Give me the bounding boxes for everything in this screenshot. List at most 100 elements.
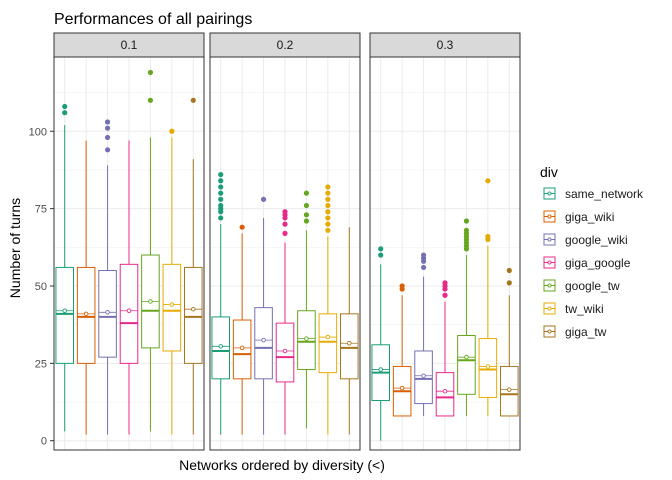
legend-item-giga_tw: giga_tw: [541, 323, 607, 340]
facet-panel: [369, 56, 521, 451]
outlier-point: [325, 202, 331, 209]
outlier-point: [303, 212, 310, 218]
outlier-point: [104, 125, 111, 131]
panel-border: [369, 56, 521, 451]
outlier-point: [147, 69, 154, 76]
facet-strip-label: 0.2: [277, 38, 294, 52]
outlier-point: [399, 283, 405, 289]
box-body: [184, 266, 203, 364]
outlier-point: [303, 202, 310, 209]
outlier-point: [239, 224, 245, 230]
legend-label: giga_wiki: [565, 210, 614, 224]
box-mean-point: [282, 348, 288, 354]
outlier-point: [442, 292, 448, 298]
box-mean-point: [261, 337, 266, 343]
box-tw_wiki: [318, 184, 338, 435]
outlier-point: [104, 134, 111, 141]
box-same_network: [211, 171, 231, 435]
legend-label: giga_google: [565, 256, 631, 270]
facet-strip-label: 0.1: [121, 38, 138, 52]
box-body: [340, 313, 359, 380]
outlier-point: [420, 252, 427, 258]
outlier-point: [218, 215, 224, 221]
box-giga_google: [119, 140, 139, 435]
x-axis-label: Networks ordered by diversity (<): [179, 457, 385, 473]
box-body: [55, 266, 74, 364]
y-tick-label: 100: [29, 126, 47, 138]
legend-item-giga_wiki: giga_wiki: [541, 208, 614, 225]
box-google_wiki: [98, 119, 117, 435]
box-mean-point: [507, 387, 512, 392]
box-google_wiki: [254, 196, 273, 435]
facet-strip-label: 0.3: [437, 38, 454, 52]
legend: div same_network giga_wiki google_wikigiga…: [540, 164, 644, 340]
box-google_wiki: [414, 252, 433, 416]
legend-label: giga_tw: [565, 325, 607, 339]
box-mean-point: [191, 306, 196, 312]
box-mean-point: [442, 388, 448, 394]
box-giga_tw: [500, 267, 519, 417]
outlier-point: [62, 103, 68, 110]
outlier-point: [485, 178, 491, 184]
box-body: [435, 372, 455, 417]
outlier-point: [325, 215, 331, 221]
box-mean-point: [485, 364, 491, 369]
box-mean-point: [325, 334, 331, 340]
legend-key-mean: [547, 306, 552, 311]
box-mean-point: [148, 299, 153, 304]
chart-title: Performances of all pairings: [54, 11, 252, 28]
box-giga_google: [435, 280, 455, 417]
outlier-point: [325, 227, 331, 233]
box-google_tw: [141, 69, 160, 432]
facet-panel: [53, 56, 205, 451]
y-tick-label: 0: [41, 436, 47, 448]
legend-label: google_wiki: [565, 233, 628, 247]
outlier-point: [147, 97, 154, 103]
legend-item-google_tw: google_tw: [541, 277, 620, 294]
outlier-point: [62, 110, 68, 116]
box-mean-point: [62, 308, 67, 313]
y-tick-label: 25: [35, 358, 47, 370]
outlier-point: [463, 227, 470, 233]
y-tick-label: 50: [35, 281, 47, 293]
box-tw_wiki: [162, 128, 182, 435]
legend-label: google_tw: [565, 279, 620, 293]
outlier-point: [506, 280, 512, 286]
legend-key-mean: [547, 283, 552, 288]
legend-item-google_wiki: google_wiki: [541, 231, 628, 248]
outlier-point: [303, 190, 310, 196]
box-giga_wiki: [392, 283, 412, 417]
box-tw_wiki: [478, 178, 498, 416]
box-mean-point: [399, 385, 405, 391]
legend-key-mean: [547, 214, 552, 219]
outlier-point: [442, 280, 448, 286]
panels: [53, 56, 521, 451]
outlier-point: [104, 119, 111, 125]
legend-label: tw_wiki: [565, 302, 604, 316]
box-mean-point: [83, 311, 89, 317]
outlier-point: [218, 196, 224, 202]
box-body: [162, 263, 182, 352]
box-mean-point: [347, 340, 352, 346]
legend-item-tw_wiki: tw_wiki: [541, 300, 604, 317]
outlier-point: [218, 184, 224, 190]
outlier-point: [325, 221, 331, 227]
y-axis: 0 25 50 75 100: [29, 126, 54, 448]
box-mean-point: [239, 345, 245, 351]
outlier-point: [506, 267, 512, 274]
box-mean-point: [126, 308, 132, 313]
y-tick-label: 75: [35, 204, 47, 216]
panel-border: [53, 56, 205, 451]
facet-strips: 0.1 0.2 0.3: [53, 32, 521, 58]
facet-strip: [209, 32, 361, 58]
facet-panel: [209, 56, 361, 451]
box-google_tw: [297, 190, 316, 429]
outlier-point: [325, 190, 331, 196]
box-mean-point: [169, 302, 175, 307]
outlier-point: [218, 190, 224, 196]
legend-key-mean: [547, 329, 552, 334]
outlier-point: [325, 209, 331, 215]
box-mean-point: [218, 344, 223, 349]
box-mean-point: [464, 354, 469, 360]
outlier-point: [218, 171, 224, 178]
